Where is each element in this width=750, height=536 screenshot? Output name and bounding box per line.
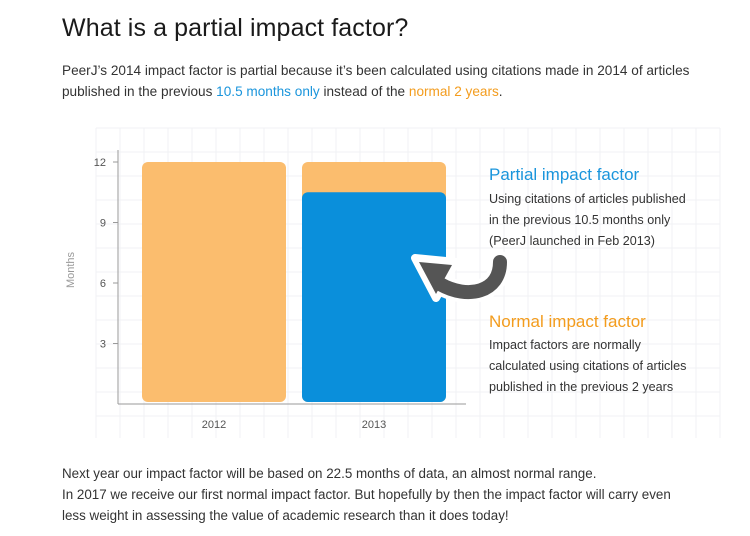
intro-part-1: PeerJ’s 2014 impact factor is partial be…	[62, 63, 690, 99]
partial-impact-heading: Partial impact factor	[489, 165, 640, 184]
intro-part-3: .	[498, 84, 503, 99]
normal-line-3: published in the previous 2 years	[489, 380, 674, 394]
y-tick-label: 6	[100, 278, 106, 290]
y-axis-label: Months	[65, 251, 77, 288]
normal-impact-description: Impact factors are normally calculated u…	[489, 335, 739, 398]
y-tick-label: 9	[100, 218, 106, 230]
partial-line-3: (PeerJ launched in Feb 2013)	[489, 234, 655, 248]
chart-bars	[142, 162, 446, 402]
partial-line-2: in the previous 10.5 months only	[489, 213, 671, 227]
footer-line-3: less weight in assessing the value of ac…	[62, 508, 509, 523]
y-tick-label: 12	[94, 157, 106, 169]
x-tick-label: 2012	[202, 419, 226, 431]
partial-impact-description: Using citations of articles published in…	[489, 189, 739, 252]
intro-highlight-blue: 10.5 months only	[216, 84, 320, 99]
normal-line-1: Impact factors are normally	[489, 338, 641, 352]
normal-impact-heading: Normal impact factor	[489, 312, 646, 331]
intro-highlight-orange: normal 2 years	[408, 84, 499, 99]
arrow-shaft	[433, 255, 507, 299]
x-tick-label: 2013	[362, 419, 386, 431]
footer-line-1: Next year our impact factor will be base…	[62, 466, 597, 481]
intro-part-2: instead of the	[319, 84, 409, 99]
page-title: What is a partial impact factor?	[62, 14, 409, 42]
normal-line-2: calculated using citations of articles	[489, 359, 687, 373]
curved-arrow-left-icon	[411, 251, 511, 303]
footer-line-2: In 2017 we receive our first normal impa…	[62, 487, 671, 502]
bar-2012-normal	[142, 162, 286, 402]
partial-line-1: Using citations of articles published	[489, 192, 686, 206]
footer-text: Next year our impact factor will be base…	[62, 463, 742, 526]
chart-axes: 3 6 9 12 2012 2013	[94, 150, 466, 431]
bar-2013-partial	[302, 192, 446, 402]
arrow-head	[419, 262, 452, 294]
y-tick-label: 3	[100, 339, 106, 351]
intro-text: PeerJ’s 2014 impact factor is partial be…	[62, 60, 702, 102]
